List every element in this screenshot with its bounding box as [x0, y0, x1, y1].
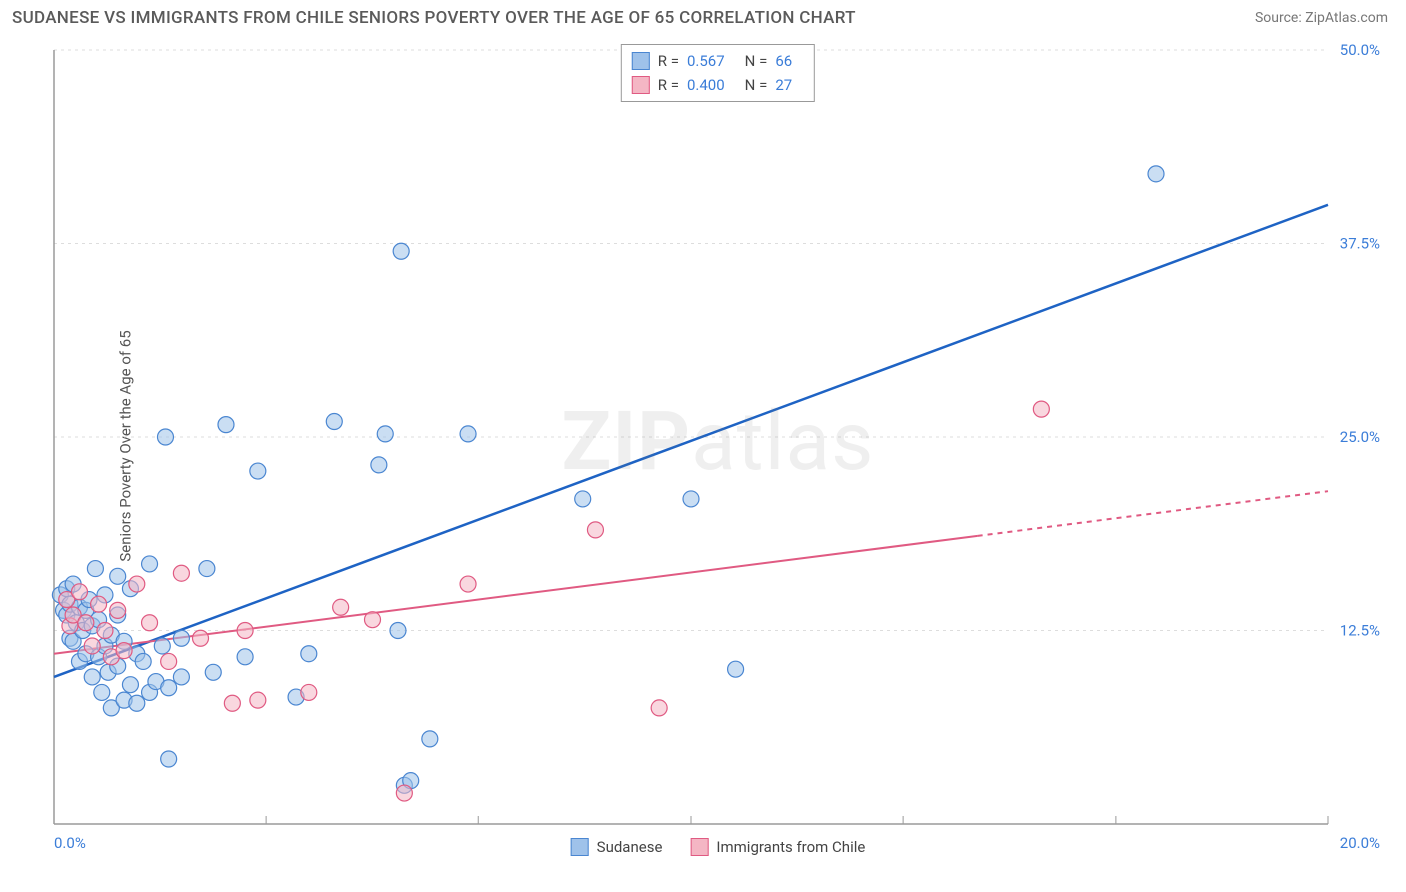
r-label-2: R =	[658, 73, 679, 97]
svg-text:37.5%: 37.5%	[1340, 235, 1380, 253]
swatch-series2	[632, 76, 650, 94]
svg-text:50.0%: 50.0%	[1340, 41, 1380, 59]
chart-area: ZIPatlas 12.5%25.0%37.5%50.0%0.0%20.0% R…	[48, 40, 1388, 854]
legend-row-series1: R = 0.567 N = 66	[632, 49, 804, 73]
swatch-series1	[632, 52, 650, 70]
swatch-series2-bottom	[690, 838, 708, 856]
legend-label-series2: Immigrants from Chile	[716, 838, 865, 856]
legend-series-names: Sudanese Immigrants from Chile	[571, 838, 866, 856]
r-label-1: R =	[658, 49, 679, 73]
legend-row-series2: R = 0.400 N = 27	[632, 73, 804, 97]
r-value-1: 0.567	[687, 49, 725, 73]
chart-title: SUDANESE VS IMMIGRANTS FROM CHILE SENIOR…	[12, 8, 856, 28]
scatter-chart-svg: 12.5% 25.0% 37.5% 50.0% 0.0% 20.0%	[48, 40, 1388, 854]
r-value-2: 0.400	[687, 73, 725, 97]
swatch-series1-bottom	[571, 838, 589, 856]
svg-text:20.0%: 20.0%	[1340, 834, 1380, 852]
legend-item-series1: Sudanese	[571, 838, 663, 856]
legend-correlation-box: R = 0.567 N = 66 R = 0.400 N = 27	[621, 44, 815, 102]
svg-text:25.0%: 25.0%	[1340, 428, 1380, 446]
legend-item-series2: Immigrants from Chile	[690, 838, 865, 856]
n-value-2: 27	[775, 73, 792, 97]
svg-text:12.5%: 12.5%	[1340, 622, 1380, 640]
n-value-1: 66	[775, 49, 792, 73]
source-attribution: Source: ZipAtlas.com	[1255, 10, 1388, 26]
legend-label-series1: Sudanese	[597, 838, 663, 856]
svg-text:0.0%: 0.0%	[54, 834, 86, 852]
n-label-2: N =	[745, 73, 768, 97]
n-label-1: N =	[745, 49, 768, 73]
